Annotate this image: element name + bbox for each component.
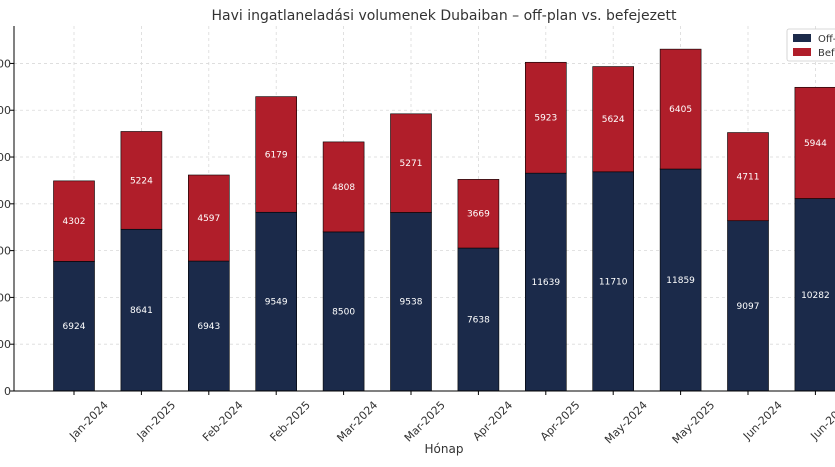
bar-off-plan (794, 198, 835, 392)
bars-group (53, 48, 835, 392)
y-tick-label: 000 (0, 291, 11, 304)
bar-value-label: 3669 (467, 210, 490, 220)
bar-off-plan (390, 212, 432, 392)
bar-value-label: 6179 (265, 150, 288, 160)
x-tick-label: Mar-2025 (402, 399, 448, 445)
bar-befejezett (390, 113, 432, 213)
bar-value-label: 5923 (534, 114, 557, 124)
bar-value-label: 8641 (130, 306, 153, 316)
bar-value-label: 5944 (804, 139, 827, 149)
x-tick-label: Feb-2024 (200, 399, 246, 445)
x-tick-label: May-2025 (670, 399, 718, 447)
bar-befejezett (120, 131, 163, 230)
x-tick-label: Apr-2024 (470, 399, 515, 444)
segment-labels: 6924 4302 8641 5224 6943 4597 9549 6179 8500 4808… (63, 105, 830, 332)
legend-swatch-befejezett (793, 48, 811, 56)
bar-off-plan (457, 247, 500, 392)
x-tick-label: Jan-2025 (134, 399, 178, 443)
bar-befejezett (524, 61, 567, 174)
bar-befejezett (727, 132, 769, 222)
bar-befejezett (53, 180, 95, 262)
legend: Off- Bef (786, 28, 835, 62)
x-tick-label: Jun-2025 (808, 399, 835, 444)
bar-value-label: 4808 (332, 183, 355, 193)
bar-value-label: 11859 (666, 276, 695, 286)
legend-swatch-off-plan (793, 34, 811, 42)
legend-label-off-plan: Off- (818, 34, 835, 45)
bar-befejezett (188, 174, 230, 262)
bar-value-label: 6405 (669, 105, 692, 115)
bar-befejezett (322, 141, 365, 233)
bar-befejezett (457, 179, 500, 249)
bar-off-plan (322, 231, 365, 392)
bar-off-plan (659, 168, 702, 392)
bar-value-label: 8500 (332, 307, 355, 317)
bar-befejezett (592, 66, 635, 173)
bar-value-label: 4597 (197, 214, 220, 224)
bar-befejezett (794, 86, 835, 199)
y-tick-label: 000 (0, 151, 11, 164)
y-tick-label: 000 (0, 57, 11, 70)
bar-value-label: 9538 (400, 298, 423, 308)
bar-value-label: 4302 (63, 217, 86, 227)
y-tick-labels: 0000000000000000000000 (0, 57, 14, 398)
y-tick-label: 000 (0, 245, 11, 258)
bar-off-plan (188, 260, 230, 392)
bar-value-label: 9549 (265, 298, 288, 308)
bar-value-label: 5271 (400, 159, 423, 169)
x-tick-label: May-2024 (602, 399, 650, 447)
chart-title: Havi ingatlaneladási volumenek Dubaiban … (211, 8, 677, 24)
x-tick-label: Jun-2024 (740, 399, 785, 444)
y-tick-label: 000 (0, 338, 11, 351)
bar-value-label: 4711 (737, 173, 760, 183)
bar-value-label: 7638 (467, 316, 490, 326)
x-tick-label: Feb-2025 (267, 399, 313, 445)
x-tick-labels: Jan-2024 Jan-2025 Feb-2024 Feb-2025 Mar-2024… (66, 391, 835, 446)
x-tick-label: Mar-2024 (334, 399, 380, 445)
bar-off-plan (524, 172, 567, 392)
bar-value-label: 6943 (197, 322, 220, 332)
bar-value-label: 11710 (599, 277, 628, 287)
y-tick-label: 0 (4, 385, 11, 398)
bar-value-label: 10282 (801, 291, 830, 301)
y-tick-label: 000 (0, 104, 11, 117)
bar-value-label: 6924 (63, 322, 86, 332)
bar-off-plan (255, 211, 297, 392)
bar-value-label: 5224 (130, 176, 153, 186)
bar-value-label: 5624 (602, 115, 625, 125)
bar-value-label: 9097 (737, 302, 760, 312)
bar-off-plan (592, 171, 635, 392)
bar-befejezett (659, 48, 702, 170)
legend-label-befejezett: Bef (818, 48, 835, 59)
bar-befejezett (255, 96, 297, 213)
bar-value-label: 11639 (531, 278, 560, 288)
x-axis-label: Hónap (425, 442, 464, 456)
x-tick-label: Apr-2025 (538, 399, 583, 444)
x-tick-label: Jan-2024 (66, 399, 110, 443)
y-tick-label: 000 (0, 198, 11, 211)
bar-off-plan (727, 220, 769, 392)
axes (13, 26, 835, 392)
